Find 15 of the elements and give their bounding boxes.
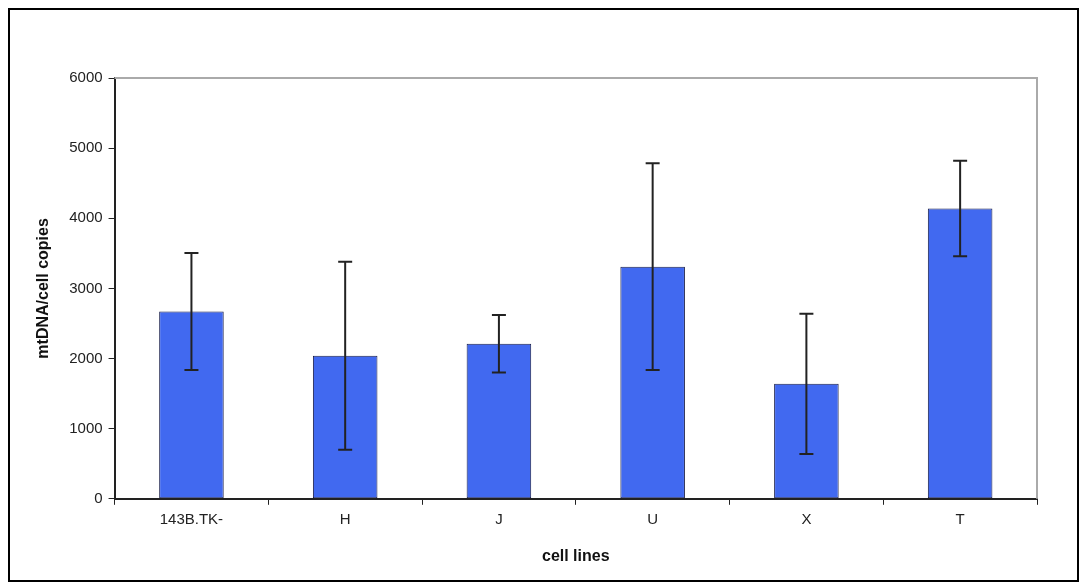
x-tick-label: 143B.TK- — [159, 509, 224, 527]
y-tick-label: 0 — [94, 488, 103, 506]
y-tick-label: 6000 — [69, 68, 103, 86]
y-tick-label: 4000 — [69, 208, 103, 226]
x-tick-label: U — [647, 509, 659, 527]
x-tick-label: J — [495, 509, 503, 527]
y-tick-label: 3000 — [69, 278, 103, 296]
x-tick-label: X — [801, 509, 812, 527]
y-tick-label: 2000 — [69, 348, 103, 366]
x-axis-title: cell lines — [541, 546, 610, 564]
y-tick-label: 1000 — [69, 418, 103, 436]
x-tick-label: T — [955, 509, 965, 527]
y-tick-label: 5000 — [69, 138, 103, 156]
y-axis-title: mtDNA/cell copies — [34, 218, 52, 359]
x-tick-label: H — [339, 509, 351, 527]
